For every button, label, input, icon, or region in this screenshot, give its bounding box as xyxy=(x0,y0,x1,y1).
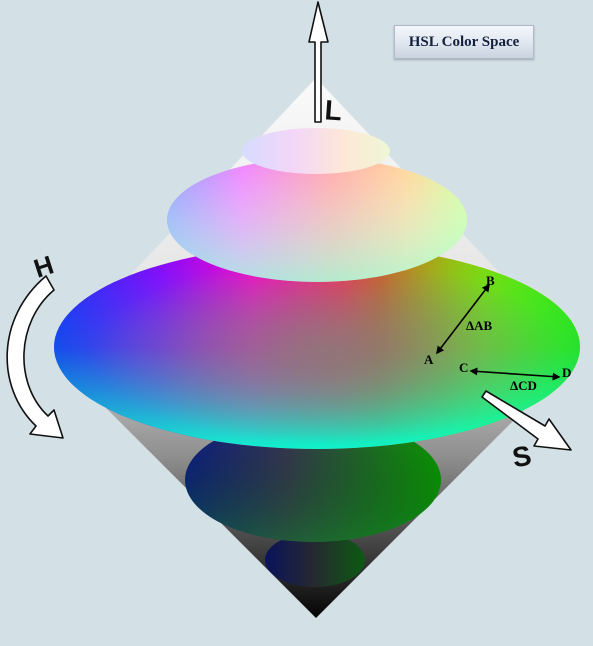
distance-ab-label: ΔAB xyxy=(466,318,493,333)
distance-cd-label: ΔCD xyxy=(510,378,537,393)
point-c-label: C xyxy=(459,360,468,375)
point-d-label: D xyxy=(562,365,571,380)
saturation-axis-label: S xyxy=(510,440,534,474)
hue-axis-label: H xyxy=(30,249,57,283)
lightness-axis-label: L xyxy=(324,94,343,126)
point-b-label: B xyxy=(486,273,495,288)
hue-curved-arrow-icon xyxy=(7,276,63,438)
hue-disk-2 xyxy=(167,158,467,282)
point-a-label: A xyxy=(424,352,434,367)
hue-disk-1 xyxy=(242,128,390,174)
